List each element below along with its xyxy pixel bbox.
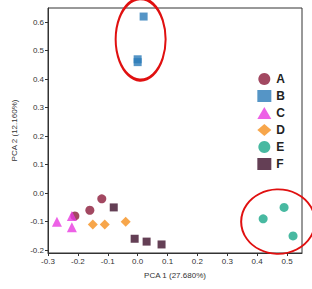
svg-text:D: D — [276, 123, 285, 137]
svg-text:-0.1: -0.1 — [30, 217, 44, 226]
svg-text:C: C — [276, 106, 285, 120]
svg-text:0.2: 0.2 — [33, 132, 45, 141]
svg-text:PCA 1 (27.680%): PCA 1 (27.680%) — [144, 271, 206, 280]
svg-text:-0.2: -0.2 — [71, 257, 85, 266]
svg-text:0.0: 0.0 — [132, 257, 144, 266]
svg-text:-0.1: -0.1 — [101, 257, 115, 266]
svg-text:0.1: 0.1 — [162, 257, 174, 266]
svg-text:0.0: 0.0 — [33, 189, 45, 198]
svg-text:-0.3: -0.3 — [41, 257, 55, 266]
svg-text:0.2: 0.2 — [192, 257, 204, 266]
svg-text:0.4: 0.4 — [33, 75, 45, 84]
svg-text:A: A — [276, 72, 285, 86]
svg-text:0.1: 0.1 — [33, 160, 45, 169]
svg-text:B: B — [276, 89, 285, 103]
svg-text:0.3: 0.3 — [33, 103, 45, 112]
svg-text:PCA 2 (12.160%): PCA 2 (12.160%) — [10, 99, 19, 161]
svg-text:0.5: 0.5 — [281, 257, 293, 266]
svg-text:0.6: 0.6 — [33, 18, 45, 27]
svg-text:E: E — [276, 140, 284, 154]
svg-text:0.3: 0.3 — [222, 257, 234, 266]
svg-text:F: F — [276, 157, 283, 171]
svg-text:0.4: 0.4 — [252, 257, 264, 266]
svg-text:-0.2: -0.2 — [30, 246, 44, 255]
svg-text:0.5: 0.5 — [33, 46, 45, 55]
